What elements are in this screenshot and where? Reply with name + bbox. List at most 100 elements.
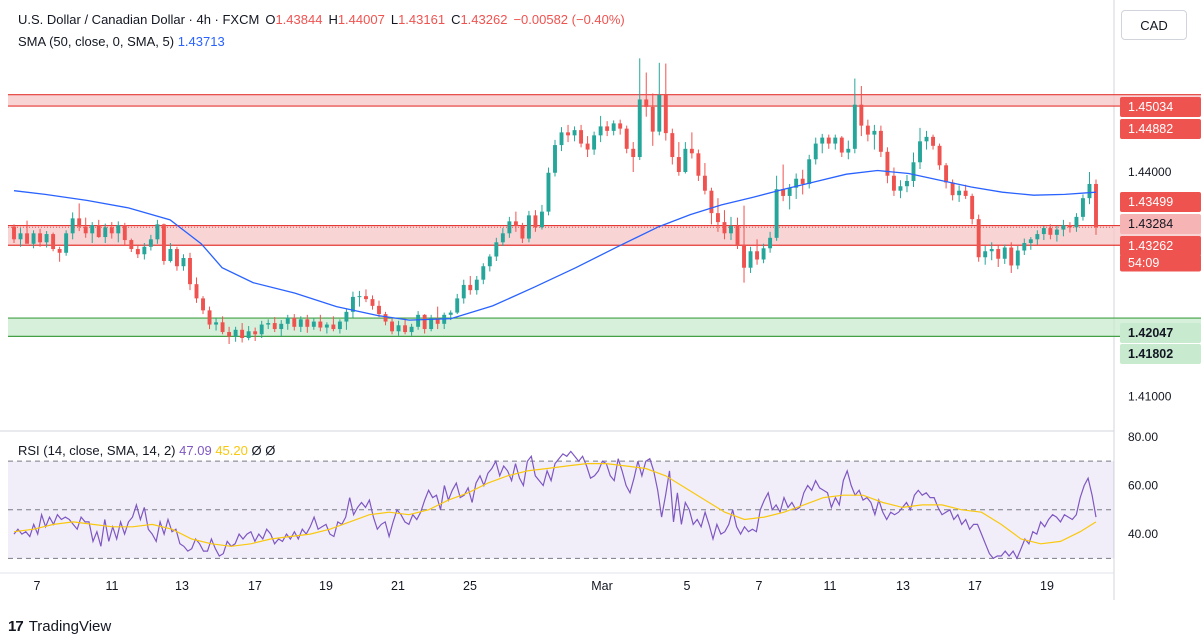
candle-body	[761, 248, 766, 260]
candle-body	[1041, 228, 1046, 235]
candle-body	[624, 128, 629, 149]
candle-body	[944, 165, 949, 183]
candle-body	[826, 137, 831, 144]
price-label-text: 1.45034	[1128, 100, 1173, 114]
candle-body	[344, 311, 349, 322]
candle-body	[194, 284, 199, 299]
candle-body	[598, 126, 603, 136]
candle	[38, 228, 43, 247]
candle-body	[1022, 243, 1027, 251]
candle	[207, 306, 212, 330]
price-label-resistance: 1.45034	[1120, 97, 1201, 117]
candle-body	[605, 126, 610, 131]
candle	[83, 217, 88, 238]
candles	[12, 58, 1098, 344]
candle-body	[520, 225, 525, 239]
candle-body	[689, 148, 694, 154]
candle-body	[1002, 247, 1007, 259]
candle-body	[96, 225, 101, 238]
high-label: H	[328, 12, 338, 27]
candle-body	[755, 251, 760, 260]
candle	[513, 211, 518, 232]
candle	[298, 316, 303, 333]
candle	[918, 127, 922, 170]
candle	[364, 289, 368, 303]
candle-body	[702, 175, 707, 191]
low-value: 1.43161	[398, 12, 446, 27]
rsi-tick-label: 40.00	[1128, 527, 1158, 541]
candle-body	[631, 148, 636, 158]
zone-resistance-upper	[8, 94, 1201, 107]
candle	[644, 72, 649, 117]
candle	[201, 296, 205, 315]
candle-body	[507, 221, 512, 234]
candle-body	[1035, 234, 1040, 240]
candle	[657, 62, 662, 136]
candle-body	[859, 104, 864, 126]
candle-body	[51, 234, 56, 250]
candle-body	[305, 319, 310, 327]
candle-body	[390, 321, 395, 332]
candle	[51, 232, 56, 252]
currency-button[interactable]: CAD	[1121, 10, 1187, 40]
candle	[57, 246, 62, 262]
candle	[109, 222, 114, 239]
candle	[1028, 237, 1033, 250]
sma-legend[interactable]: SMA (50, close, 0, SMA, 5) 1.43713	[18, 34, 225, 49]
candle-body	[553, 145, 557, 173]
candle-body	[559, 132, 564, 146]
candle	[1035, 230, 1040, 245]
tradingview-brand[interactable]: 17 TradingView	[8, 618, 111, 635]
rsi-tick-label: 80.00	[1128, 430, 1158, 444]
candle-body	[500, 233, 505, 243]
candle	[129, 238, 134, 253]
candle	[1094, 179, 1098, 235]
rsi-legend[interactable]: RSI (14, close, SMA, 14, 2) 47.09 45.20 …	[18, 443, 275, 458]
candle	[820, 133, 825, 154]
candle-body	[311, 321, 316, 327]
symbol-header: U.S. Dollar / Canadian Dollar · 4h · FXC…	[18, 12, 631, 27]
candle	[318, 314, 323, 332]
candle	[220, 316, 225, 335]
price-label-box	[1120, 323, 1201, 343]
candle	[579, 124, 584, 148]
candle	[996, 245, 1001, 267]
candle	[624, 125, 629, 154]
candle-body	[989, 249, 994, 252]
price-label-box	[1120, 192, 1201, 212]
rsi-tick-label: 60.00	[1128, 478, 1158, 492]
candle	[1041, 225, 1046, 241]
symbol-name[interactable]: U.S. Dollar / Canadian Dollar · 4h · FXC…	[18, 12, 260, 27]
date-tick-label: 17	[248, 579, 262, 593]
sma-legend-value: 1.43713	[177, 34, 225, 49]
candle-body	[905, 180, 909, 187]
candle	[546, 167, 551, 216]
candle	[122, 222, 127, 247]
candle-body	[161, 224, 166, 261]
candle	[468, 275, 473, 295]
candle-body	[709, 190, 714, 214]
candle	[592, 131, 597, 155]
date-tick-label: 7	[34, 579, 41, 593]
price-label-resistance: 1.43499	[1120, 192, 1201, 212]
price-label-resistance-light: 1.43284	[1120, 214, 1201, 234]
sma-line	[13, 169, 1097, 321]
candle	[924, 130, 929, 150]
candle-body	[57, 249, 62, 253]
candle-body	[70, 218, 75, 234]
candle-body	[370, 299, 375, 306]
candle-body	[155, 224, 160, 240]
price-label-text: 1.43262	[1128, 239, 1173, 253]
candle-body	[996, 249, 1001, 259]
candle-body	[253, 331, 258, 335]
candle-body	[122, 225, 127, 241]
candle	[1067, 222, 1072, 233]
candle-body	[800, 178, 805, 184]
date-tick-label: 17	[968, 579, 982, 593]
date-tick-label: Mar	[591, 579, 613, 593]
candle	[1054, 225, 1059, 242]
candle	[188, 252, 192, 291]
candle-body	[839, 137, 844, 153]
